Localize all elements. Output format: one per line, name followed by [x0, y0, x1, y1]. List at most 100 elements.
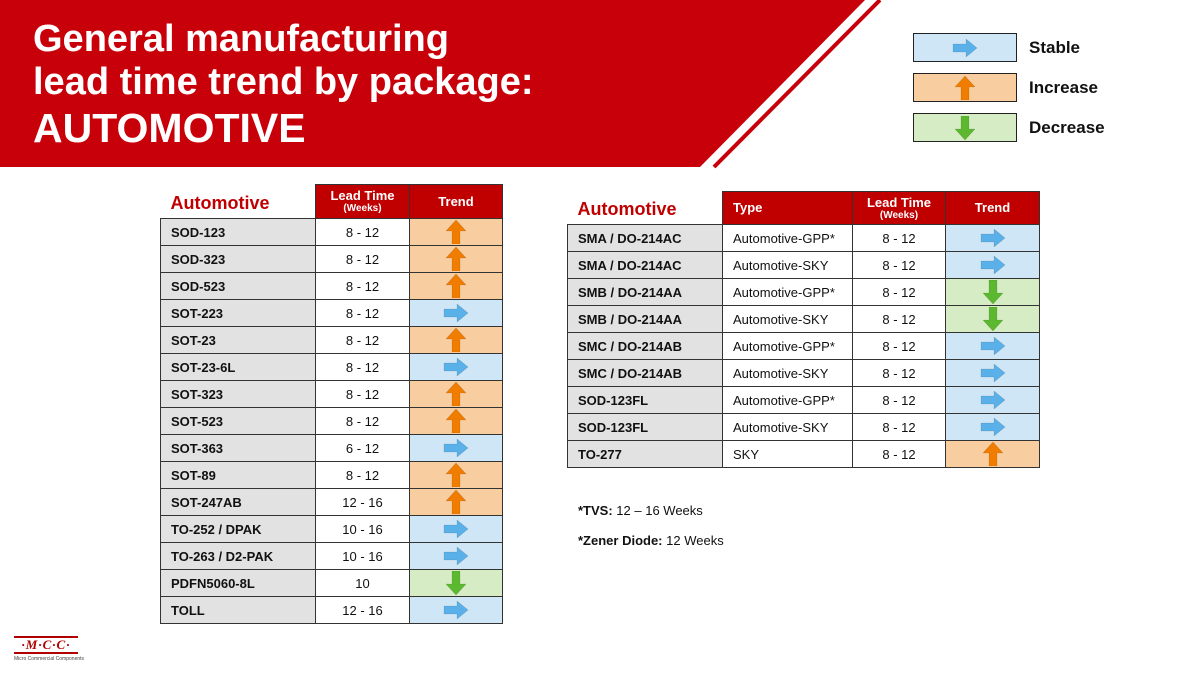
up-arrow-icon — [982, 442, 1003, 466]
trend-cell-stable — [945, 224, 1040, 252]
table-row: SMA / DO-214AC Automotive-SKY 8 - 12 — [567, 251, 1040, 279]
banner-accent-stripe — [712, 0, 882, 169]
package-cell: SOT-23-6L — [160, 353, 316, 381]
trend-cell-increase — [409, 272, 503, 300]
down-arrow-icon — [982, 307, 1003, 331]
trend-cell-stable — [945, 386, 1040, 414]
package-cell: SMB / DO-214AA — [567, 305, 723, 333]
lead-time-cell: 10 - 16 — [315, 542, 410, 570]
table-row: TOLL 12 - 16 — [160, 596, 503, 624]
table-row: SMA / DO-214AC Automotive-GPP* 8 - 12 — [567, 224, 1040, 252]
trend-cell-stable — [945, 413, 1040, 441]
legend-swatch-decrease — [913, 113, 1017, 142]
right-arrow-icon — [980, 418, 1005, 436]
table2-header-lead-label: Lead Time — [866, 194, 932, 210]
package-cell: TO-263 / D2-PAK — [160, 542, 316, 570]
lead-time-cell: 8 - 12 — [852, 224, 946, 252]
lead-time-cell: 10 - 16 — [315, 515, 410, 543]
table2-header-type: Type — [722, 191, 853, 225]
page-title: General manufacturing lead time trend by… — [33, 18, 534, 152]
legend-swatch-stable — [913, 33, 1017, 62]
right-arrow-icon — [443, 439, 469, 457]
right-arrow-icon — [980, 256, 1005, 274]
zener-note-value: 12 Weeks — [666, 533, 724, 548]
trend-cell-stable — [409, 299, 503, 327]
type-cell: Automotive-SKY — [722, 359, 853, 387]
trend-cell-increase — [945, 440, 1040, 468]
package-cell: SOD-123 — [160, 218, 316, 246]
package-cell: PDFN5060-8L — [160, 569, 316, 597]
lead-time-cell: 8 - 12 — [852, 251, 946, 279]
table-row: SOT-223 8 - 12 — [160, 299, 503, 327]
table-row: SMC / DO-214AB Automotive-SKY 8 - 12 — [567, 359, 1040, 387]
type-cell: Automotive-SKY — [722, 305, 853, 333]
package-cell: TOLL — [160, 596, 316, 624]
lead-time-cell: 8 - 12 — [852, 359, 946, 387]
package-cell: SMA / DO-214AC — [567, 224, 723, 252]
automotive-diode-table: Automotive Type Lead Time (Weeks) Trend … — [567, 191, 1040, 468]
title-line-3: AUTOMOTIVE — [33, 105, 306, 151]
table2-section-title: Automotive — [567, 191, 723, 225]
table2-header-lead-unit: (Weeks) — [879, 209, 919, 221]
lead-time-cell: 8 - 12 — [852, 413, 946, 441]
title-line-1: General manufacturing — [33, 18, 449, 60]
lead-time-cell: 8 - 12 — [852, 305, 946, 333]
tvs-note-label: *TVS: — [578, 503, 613, 518]
trend-cell-increase — [409, 488, 503, 516]
trend-cell-decrease — [945, 305, 1040, 333]
trend-cell-increase — [409, 461, 503, 489]
mcc-logo-subtitle: Micro Commercial Components — [14, 656, 85, 662]
trend-cell-increase — [409, 245, 503, 273]
lead-time-cell: 8 - 12 — [315, 461, 410, 489]
table-row: SOT-23 8 - 12 — [160, 326, 503, 354]
trend-cell-stable — [409, 596, 503, 624]
legend-item-stable: Stable — [913, 32, 1105, 63]
trend-cell-decrease — [945, 278, 1040, 306]
package-cell: TO-277 — [567, 440, 723, 468]
lead-time-cell: 8 - 12 — [852, 278, 946, 306]
trend-legend: Stable Increase Decrease — [913, 32, 1105, 152]
table-row: SOT-523 8 - 12 — [160, 407, 503, 435]
up-arrow-icon — [446, 220, 466, 244]
package-cell: SOD-523 — [160, 272, 316, 300]
lead-time-cell: 8 - 12 — [315, 326, 410, 354]
up-arrow-icon — [446, 490, 466, 514]
table-row: SOD-523 8 - 12 — [160, 272, 503, 300]
type-cell: SKY — [722, 440, 853, 468]
banner-red-shape — [0, 0, 865, 167]
legend-item-increase: Increase — [913, 72, 1105, 103]
tvs-note-value: 12 – 16 Weeks — [616, 503, 703, 518]
right-arrow-icon — [443, 358, 469, 376]
trend-cell-decrease — [409, 569, 503, 597]
package-cell: SOD-323 — [160, 245, 316, 273]
right-arrow-icon — [443, 520, 469, 538]
package-cell: SMC / DO-214AB — [567, 359, 723, 387]
tvs-note: *TVS: 12 – 16 Weeks — [578, 503, 703, 518]
legend-label-decrease: Decrease — [1029, 117, 1105, 137]
right-arrow-icon — [980, 391, 1005, 409]
table-row: SOD-123FL Automotive-GPP* 8 - 12 — [567, 386, 1040, 414]
lead-time-cell: 8 - 12 — [315, 272, 410, 300]
lead-time-cell: 6 - 12 — [315, 434, 410, 462]
package-cell: SOT-247AB — [160, 488, 316, 516]
type-cell: Automotive-SKY — [722, 413, 853, 441]
title-banner — [0, 0, 882, 169]
lead-time-cell: 8 - 12 — [315, 353, 410, 381]
table-row: SMB / DO-214AA Automotive-SKY 8 - 12 — [567, 305, 1040, 333]
mcc-logo-mark: ·M·C·C· — [14, 636, 78, 654]
table1-header-trend: Trend — [409, 184, 503, 219]
zener-note-label: *Zener Diode: — [578, 533, 663, 548]
up-arrow-icon — [446, 382, 466, 406]
lead-time-cell: 10 — [315, 569, 410, 597]
table-row: SOT-363 6 - 12 — [160, 434, 503, 462]
up-arrow-icon — [446, 409, 466, 433]
table-row: SOT-323 8 - 12 — [160, 380, 503, 408]
package-cell: SMB / DO-214AA — [567, 278, 723, 306]
type-cell: Automotive-GPP* — [722, 386, 853, 414]
trend-cell-stable — [409, 542, 503, 570]
lead-time-cell: 8 - 12 — [315, 218, 410, 246]
trend-cell-stable — [409, 434, 503, 462]
title-line-2: lead time trend by package: — [33, 61, 534, 103]
up-arrow-icon — [955, 75, 975, 100]
table1-header-lead-label: Lead Time — [330, 188, 395, 203]
